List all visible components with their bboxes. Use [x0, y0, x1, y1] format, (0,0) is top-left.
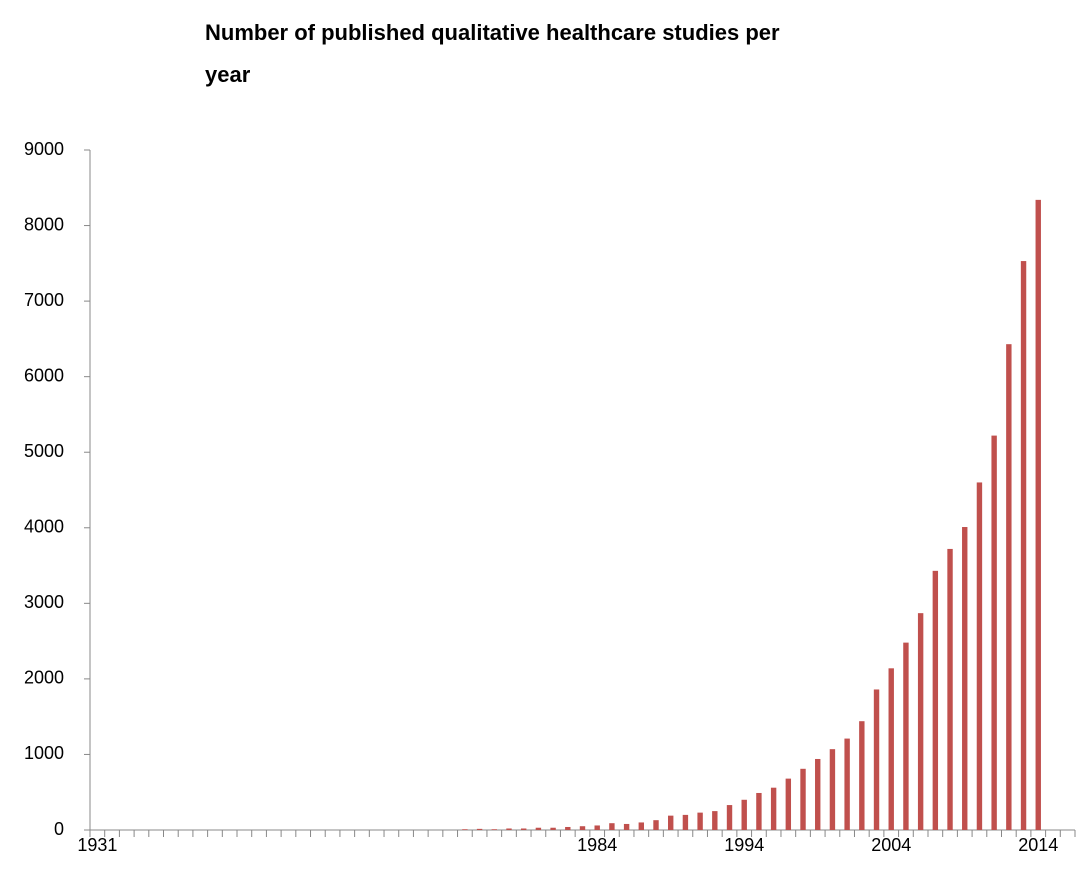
x-tick-label: 1984	[577, 835, 617, 855]
bar	[991, 435, 997, 830]
bar	[594, 825, 600, 830]
y-tick-label: 1000	[24, 743, 64, 763]
bar	[844, 738, 850, 830]
x-tick-label: 2004	[871, 835, 911, 855]
bar	[1035, 199, 1041, 830]
bar	[506, 828, 512, 830]
y-tick-label: 4000	[24, 517, 64, 537]
chart-title: Number of published qualitative healthca…	[205, 20, 780, 87]
bar	[609, 823, 615, 830]
bar	[623, 823, 630, 830]
bar	[1020, 261, 1027, 831]
bar	[638, 822, 645, 830]
x-tick-label: 1931	[77, 835, 117, 855]
bar	[815, 758, 821, 830]
bar	[873, 689, 880, 830]
y-tick-label: 9000	[24, 139, 64, 159]
bar	[579, 826, 586, 830]
y-tick-label: 0	[54, 819, 64, 839]
bar	[550, 827, 556, 830]
bar	[697, 812, 703, 830]
bar	[932, 570, 939, 830]
bar	[888, 668, 894, 830]
bar	[1006, 344, 1012, 830]
bar	[903, 642, 909, 830]
bar	[741, 799, 747, 830]
bar	[800, 768, 806, 830]
bar	[491, 829, 497, 830]
bar	[653, 820, 659, 830]
bar	[535, 827, 542, 830]
bar	[565, 826, 571, 830]
bar	[682, 814, 689, 830]
y-tick-label: 5000	[24, 441, 64, 461]
bar	[756, 792, 762, 830]
bar	[476, 828, 483, 830]
y-tick-label: 6000	[24, 365, 64, 385]
bar	[829, 749, 836, 830]
bar	[859, 721, 865, 830]
x-tick-label: 1994	[724, 835, 764, 855]
bar	[785, 778, 792, 830]
bar	[976, 482, 983, 830]
y-tick-label: 8000	[24, 214, 64, 234]
bar	[947, 548, 953, 830]
y-tick-label: 3000	[24, 592, 64, 612]
x-tick-label: 2014	[1018, 835, 1058, 855]
bar	[668, 815, 674, 830]
bar	[462, 829, 468, 830]
bar	[520, 828, 527, 830]
y-tick-label: 7000	[24, 290, 64, 310]
bar	[726, 805, 733, 830]
y-tick-label: 2000	[24, 668, 64, 688]
bar	[962, 527, 968, 830]
bar	[712, 811, 718, 830]
bar	[917, 613, 924, 830]
bar	[770, 787, 777, 830]
